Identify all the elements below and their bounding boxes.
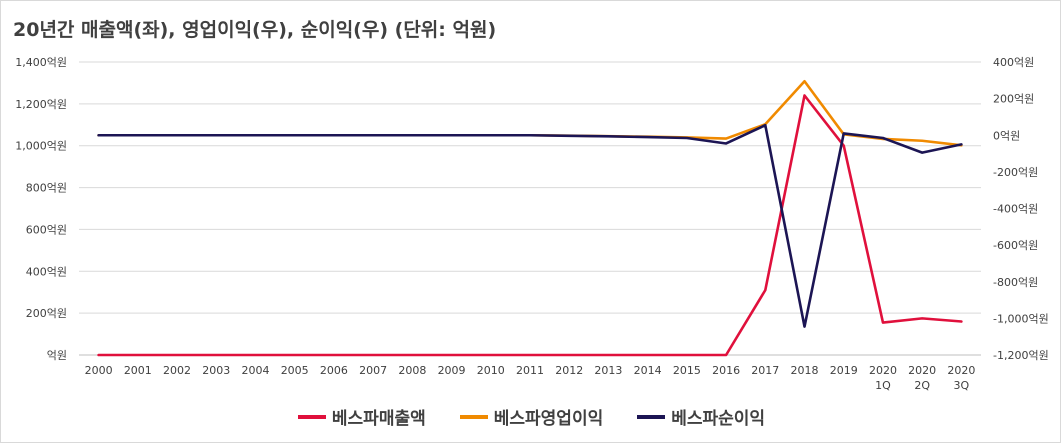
y-right-tick-label: -200억원 — [993, 166, 1038, 179]
y-right-tick-label: -1,200억원 — [993, 349, 1049, 362]
x-tick-label: 2016 — [712, 364, 740, 377]
x-tick-label: 2018 — [791, 364, 819, 377]
legend-swatch — [297, 414, 326, 419]
y-left-tick-label: 1,400억원 — [15, 56, 67, 69]
x-tick-label: 2013 — [594, 364, 622, 377]
x-tick-label: 2000 — [85, 364, 113, 377]
x-tick-label: 2Q — [914, 379, 930, 392]
series-line — [97, 94, 963, 357]
legend-item: 베스파매출액 — [297, 404, 426, 429]
y-right-tick-label: 0억원 — [993, 129, 1020, 142]
legend-swatch — [637, 414, 666, 419]
y-right-tick-label: 400억원 — [993, 56, 1034, 69]
chart-plot-area: 억원 200억원 400억원 600억원 800억원 1,000억원 1,200억원 1,40… — [15, 56, 1049, 392]
y-left-tick-label: 1,000억원 — [15, 140, 67, 153]
x-tick-label: 2015 — [673, 364, 701, 377]
x-tick-label: 2019 — [830, 364, 858, 377]
y-left-tick-label: 600억원 — [26, 223, 67, 236]
x-tick-label: 2011 — [516, 364, 544, 377]
series-line — [97, 123, 963, 328]
legend-item: 베스파영업이익 — [459, 404, 604, 429]
chart-title: 20년간 매출액(좌), 영업이익(우), 순이익(우) (단위: 억원) — [13, 19, 497, 41]
x-tick-label: 1Q — [875, 379, 891, 392]
x-tick-label: 2001 — [124, 364, 152, 377]
y-left-tick-label: 400억원 — [26, 265, 67, 278]
legend-swatch — [459, 414, 488, 419]
y-left-tick-label: 1,200억원 — [15, 98, 67, 111]
y-right-tick-label: -800억원 — [993, 276, 1038, 289]
x-tick-label: 2020 — [947, 364, 975, 377]
y-left-tick-label: 800억원 — [26, 182, 67, 195]
legend-label: 베스파매출액 — [331, 409, 426, 429]
y-right-tick-label: 200억원 — [993, 93, 1034, 106]
x-tick-label: 2020 — [908, 364, 936, 377]
x-tick-label: 3Q — [954, 379, 970, 392]
x-tick-label: 2007 — [359, 364, 387, 377]
y-right-tick-label: -600억원 — [993, 239, 1038, 252]
x-tick-label: 2010 — [477, 364, 505, 377]
x-tick-label: 2002 — [163, 364, 191, 377]
x-tick-label: 2006 — [320, 364, 348, 377]
x-tick-label: 2003 — [202, 364, 230, 377]
y-left-tick-label: 억원 — [47, 349, 67, 362]
x-tick-label: 2020 — [869, 364, 897, 377]
legend-label: 베스파순이익 — [671, 409, 766, 429]
y-left-tick-label: 200억원 — [26, 307, 67, 320]
x-tick-label: 2005 — [281, 364, 309, 377]
y-right-tick-label: -1,000억원 — [993, 312, 1049, 325]
chart-legend: 베스파매출액 베스파영업이익 베스파순이익 — [1, 404, 1061, 429]
legend-label: 베스파영업이익 — [493, 409, 604, 429]
x-tick-label: 2008 — [398, 364, 426, 377]
x-tick-label: 2009 — [438, 364, 466, 377]
y-right-tick-label: -400억원 — [993, 203, 1038, 216]
x-tick-label: 2004 — [241, 364, 269, 377]
x-tick-label: 2017 — [751, 364, 779, 377]
x-tick-label: 2012 — [555, 364, 583, 377]
x-tick-label: 2014 — [634, 364, 662, 377]
legend-item: 베스파순이익 — [637, 404, 765, 429]
